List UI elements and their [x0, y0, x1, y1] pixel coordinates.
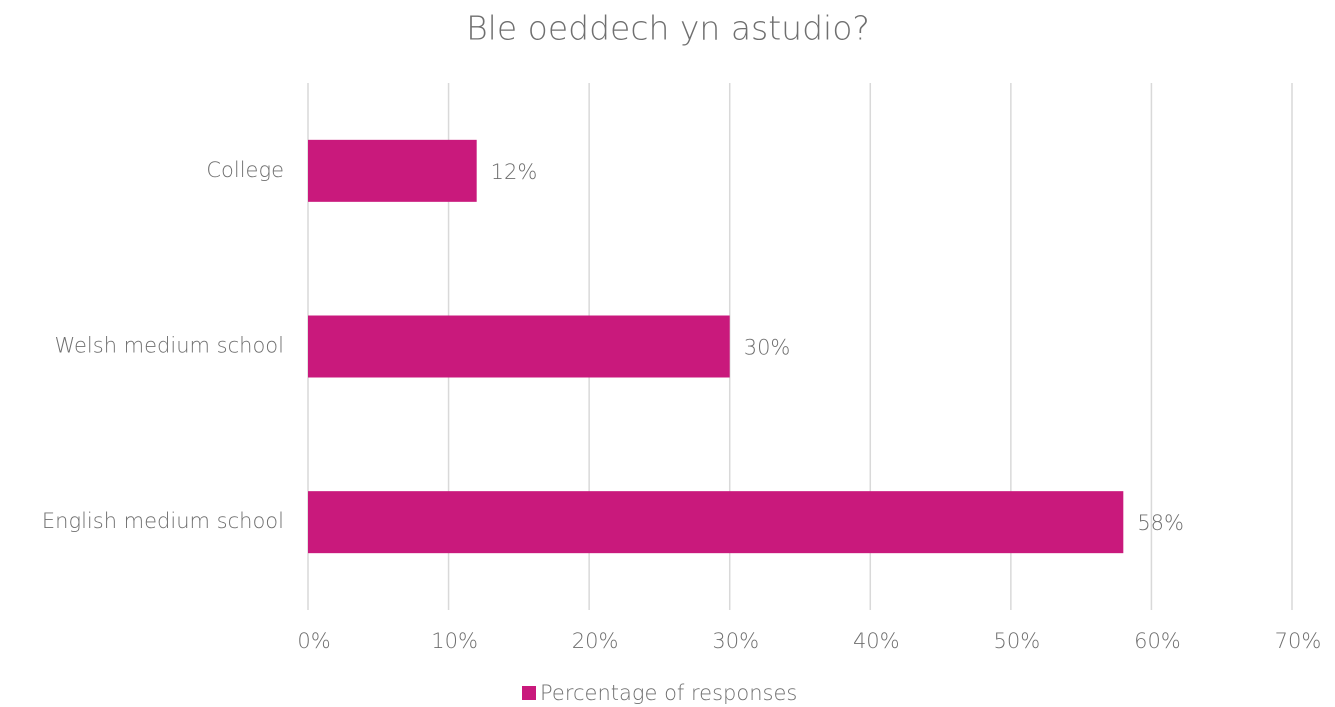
x-tick-label: 50% [994, 629, 1041, 653]
x-tick-label: 60% [1134, 629, 1181, 653]
x-tick-label: 0% [297, 629, 330, 653]
y-tick-label: English medium school [42, 509, 284, 533]
x-tick-label: 30% [712, 629, 759, 653]
value-label: 30% [744, 336, 791, 360]
value-label: 12% [491, 160, 538, 184]
bar [308, 491, 1124, 554]
legend-swatch [522, 686, 536, 700]
chart-title: Ble oeddech yn astudio? [466, 9, 870, 48]
x-tick-label: 70% [1275, 629, 1322, 653]
bar [308, 315, 730, 378]
x-tick-label: 20% [572, 629, 619, 653]
x-tick-label: 10% [431, 629, 478, 653]
value-label: 58% [1137, 511, 1184, 535]
legend-label: Percentage of responses [540, 681, 797, 705]
y-tick-label: College [206, 158, 284, 182]
bar [308, 139, 477, 202]
x-tick-label: 40% [853, 629, 900, 653]
y-tick-label: Welsh medium school [54, 334, 284, 358]
